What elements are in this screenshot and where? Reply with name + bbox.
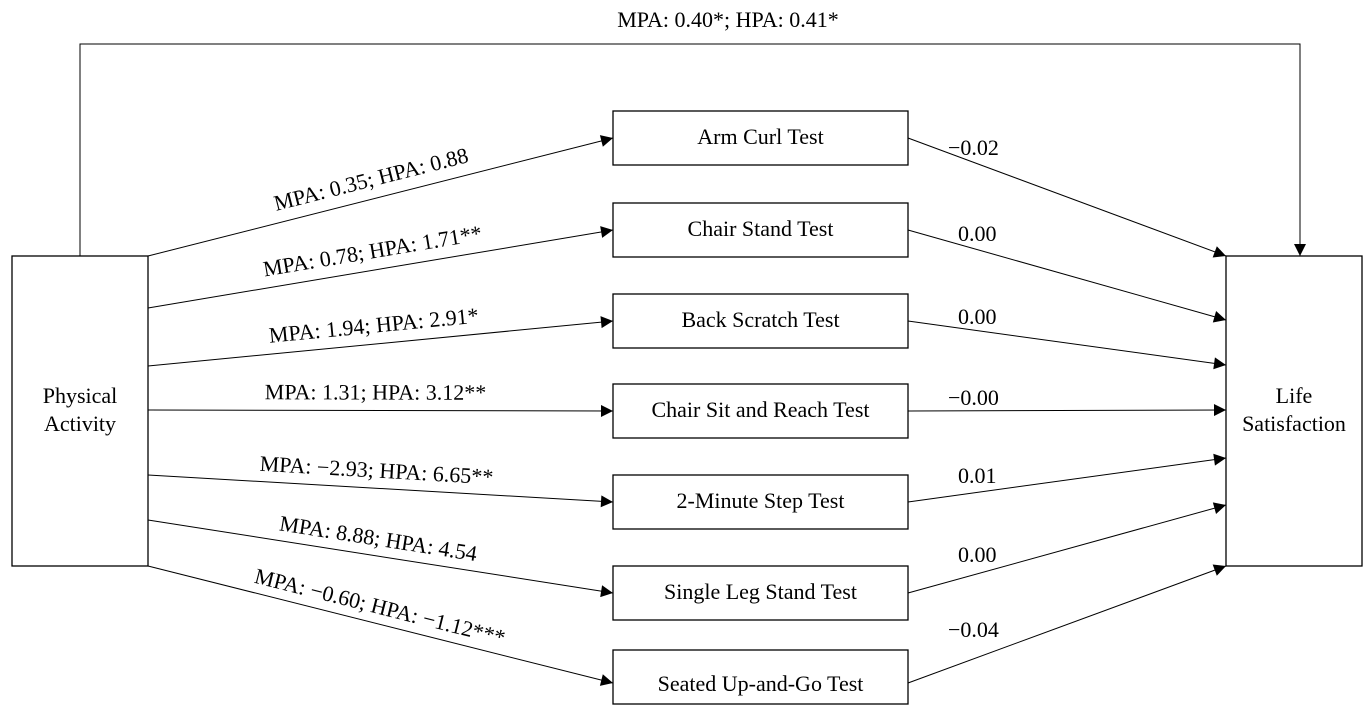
a-arrow [147,404,614,417]
a-arrow [147,474,614,508]
b-arrow [907,564,1227,684]
mediator-label: Back Scratch Test [681,307,839,332]
mediator-box [612,649,909,705]
b-label: 0.00 [958,542,997,567]
a-label: MPA: 0.78; HPA: 1.71** [261,220,484,281]
a-arrow [147,316,614,367]
b-arrow [907,502,1227,594]
b-arrow [907,229,1227,323]
a-arrow [147,519,614,598]
direct-label: MPA: 0.40*; HPA: 0.41* [617,7,839,32]
mediator-box [612,293,909,349]
source-label: Physical [43,383,118,408]
b-label: −0.02 [948,135,999,160]
mediator-label: Chair Stand Test [688,216,834,241]
mediator-label: Arm Curl Test [697,124,823,149]
mediator-box [612,110,909,166]
a-arrow [147,135,614,257]
b-arrow [907,404,1227,417]
mediator-box [612,474,909,530]
a-label: MPA: 0.35; HPA: 0.88 [271,142,471,215]
b-label: 0.00 [958,304,997,329]
target-label: Satisfaction [1242,411,1346,436]
a-label: MPA: 1.31; HPA: 3.12** [265,379,487,404]
direct-arrow [79,43,1306,256]
source-label: Activity [44,411,116,436]
mediator-box [612,565,909,621]
a-label: MPA: −0.60; HPA: −1.12*** [252,563,508,650]
target-box [1225,255,1363,567]
a-label: MPA: 8.88; HPA: 4.54 [278,510,479,566]
a-arrow [147,226,614,309]
b-label: −0.04 [948,617,999,642]
a-label: MPA: 1.94; HPA: 2.91* [268,303,480,348]
a-arrow [147,565,614,686]
source-box [11,255,149,567]
b-label: 0.00 [958,221,997,246]
b-arrow [907,453,1227,503]
mediator-label: Chair Sit and Reach Test [651,397,869,422]
target-label: Life [1276,383,1313,408]
mediator-box [612,202,909,258]
b-arrow [907,320,1227,370]
mediator-label: Seated Up-and-Go Test [658,671,864,696]
mediator-label: 2-Minute Step Test [677,488,845,513]
mediator-box [612,383,909,439]
b-label: 0.01 [958,463,997,488]
b-label: −0.00 [948,385,999,410]
b-arrow [907,137,1227,258]
mediator-label: Single Leg Stand Test [664,579,857,604]
